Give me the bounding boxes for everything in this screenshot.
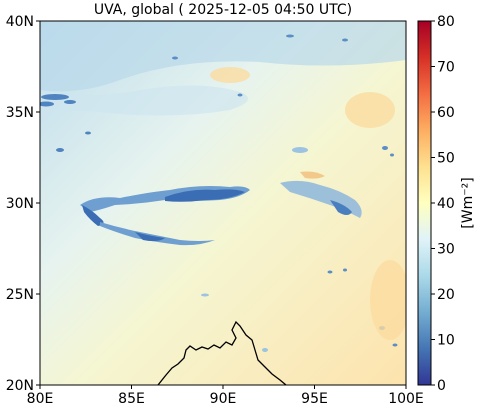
lat-tick-label: 20N bbox=[6, 378, 34, 394]
colorbar-tick-label: 30 bbox=[437, 242, 455, 258]
colorbar-axis: 0 10 20 30 40 50 60 70 80 bbox=[431, 14, 455, 394]
colorbar bbox=[417, 20, 432, 386]
colorbar-tick-label: 0 bbox=[437, 378, 446, 394]
lat-tick-label: 40N bbox=[6, 14, 34, 30]
colorbar-tick-label: 50 bbox=[437, 151, 455, 167]
lon-tick-label: 90E bbox=[210, 391, 237, 407]
colorbar-tick-label: 80 bbox=[437, 14, 455, 30]
lat-tick-label: 25N bbox=[6, 287, 34, 303]
colorbar-tick-label: 10 bbox=[437, 333, 455, 349]
colorbar-tick-label: 70 bbox=[437, 60, 455, 76]
longitude-axis: 80E 85E 90E 95E 100E bbox=[27, 385, 424, 407]
colorbar-tick-label: 20 bbox=[437, 287, 455, 303]
cloud-cluster-northwest bbox=[40, 94, 91, 152]
latitude-axis: 20N 25N 30N 35N 40N bbox=[6, 14, 40, 394]
colorbar-tick-label: 60 bbox=[437, 105, 455, 121]
colorbar-tick-label: 40 bbox=[437, 196, 455, 212]
coastline bbox=[157, 320, 287, 385]
lon-tick-label: 95E bbox=[301, 391, 328, 407]
lon-tick-label: 80E bbox=[27, 391, 54, 407]
uva-field bbox=[40, 21, 406, 385]
lon-tick-label: 85E bbox=[118, 391, 145, 407]
lat-tick-label: 30N bbox=[6, 196, 34, 212]
cloud-band-himalaya bbox=[80, 171, 362, 246]
colorbar-label: [Wm⁻²] bbox=[460, 177, 476, 228]
high-uva-patches bbox=[210, 67, 406, 340]
lat-tick-label: 35N bbox=[6, 105, 34, 121]
lon-tick-label: 100E bbox=[388, 391, 424, 407]
map-title: UVA, global ( 2025-12-05 04:50 UTC) bbox=[93, 2, 353, 18]
